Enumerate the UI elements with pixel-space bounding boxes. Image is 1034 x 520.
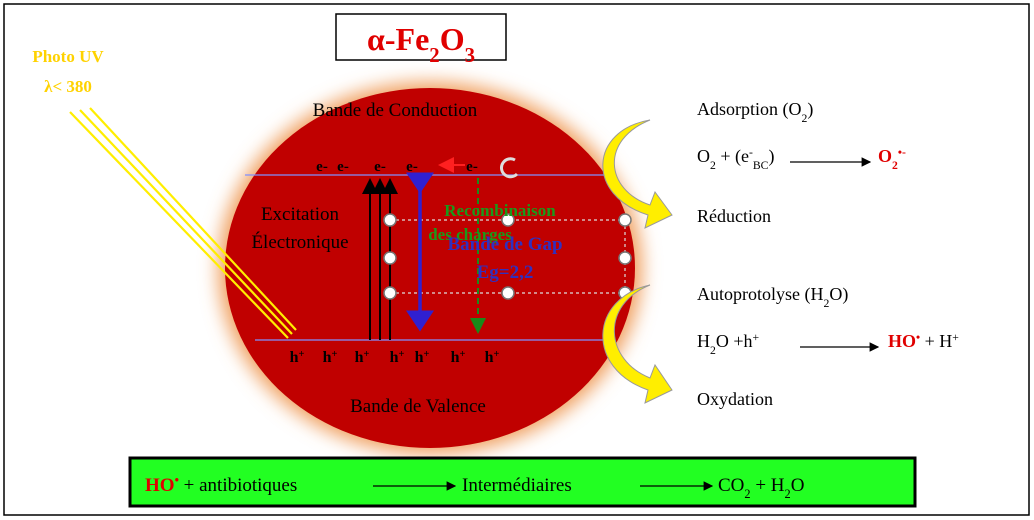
text-run: 2 bbox=[429, 44, 439, 67]
text-run: h bbox=[451, 349, 460, 366]
text-run: h bbox=[390, 349, 399, 366]
hole: h+ bbox=[355, 349, 370, 367]
text-run: + bbox=[363, 349, 369, 360]
hole: h+ bbox=[323, 349, 338, 367]
gap-label: Eg=2,2 bbox=[477, 262, 534, 283]
text-run: + bbox=[423, 349, 429, 360]
title-box bbox=[335, 13, 507, 61]
text-run: CO bbox=[718, 475, 744, 496]
text-run: + bbox=[493, 349, 499, 360]
text-run: h bbox=[355, 349, 364, 366]
frame bbox=[3, 3, 1030, 516]
text-run: HO bbox=[145, 475, 175, 496]
title: α-Fe2O3 bbox=[367, 21, 475, 67]
text-run: Autoprotolyse (H bbox=[697, 284, 823, 305]
text-run: 3 bbox=[465, 44, 475, 67]
text-run: O bbox=[791, 475, 805, 496]
process-label: des charges bbox=[428, 225, 512, 244]
text-run: BC bbox=[753, 159, 769, 172]
curved-arrows bbox=[602, 119, 673, 404]
hole: h+ bbox=[451, 349, 466, 367]
summary-box bbox=[128, 456, 917, 508]
trap-dots bbox=[383, 213, 632, 300]
electron: e- bbox=[466, 159, 478, 175]
band-label: Bande de Valence bbox=[350, 396, 486, 417]
text-run: + bbox=[952, 331, 959, 344]
process-label: Recombinaison bbox=[444, 201, 556, 220]
text-run: ) bbox=[768, 146, 774, 167]
products: O2•- bbox=[878, 146, 906, 172]
text-run: H bbox=[697, 331, 710, 351]
light-label: λ< 380 bbox=[44, 77, 92, 96]
text-run: h bbox=[485, 349, 494, 366]
text-run: Adsorption (O bbox=[697, 99, 802, 120]
text-run: h bbox=[323, 349, 332, 366]
reaction-result: Oxydation bbox=[697, 389, 773, 409]
reactants: H2O +h+ bbox=[697, 331, 760, 357]
products: HO• + H+ bbox=[888, 331, 959, 352]
recycle-icon bbox=[499, 157, 519, 179]
reaction-title: Autoprotolyse (H2O) bbox=[697, 284, 848, 310]
text-run: 2 bbox=[744, 487, 750, 501]
process-label: Excitation bbox=[261, 204, 340, 225]
reaction-arrows bbox=[373, 157, 880, 491]
text-run: O) bbox=[829, 284, 848, 305]
hole: h+ bbox=[415, 349, 430, 367]
text-run: + (e bbox=[716, 146, 749, 167]
reactants: O2 + (e-BC) bbox=[697, 146, 774, 172]
text-run: + antibiotiques bbox=[179, 475, 297, 496]
text-run: • bbox=[175, 473, 179, 487]
text-run: + bbox=[753, 331, 760, 344]
text-run: + bbox=[331, 349, 337, 360]
electron: e- bbox=[316, 159, 328, 175]
text-run: - bbox=[749, 146, 753, 159]
text-run: 2 bbox=[823, 297, 829, 310]
summary-step: CO2 + H2O bbox=[718, 475, 804, 501]
text-run: h bbox=[415, 349, 424, 366]
text-run: O +h bbox=[716, 331, 753, 351]
hole: h+ bbox=[390, 349, 405, 367]
text-run: 2 bbox=[710, 344, 716, 357]
text-run: O bbox=[878, 146, 892, 166]
text-run: 2 bbox=[710, 159, 716, 172]
text-run: 2 bbox=[785, 487, 791, 501]
text-run: + H bbox=[920, 331, 952, 351]
text-run: HO bbox=[888, 331, 916, 351]
text-run: O bbox=[440, 21, 465, 57]
hole: h+ bbox=[485, 349, 500, 367]
band-label: Bande de Conduction bbox=[313, 100, 478, 121]
text-run: + bbox=[298, 349, 304, 360]
summary-step: Intermédiaires bbox=[462, 475, 572, 496]
particle bbox=[225, 88, 635, 448]
text-run: + bbox=[459, 349, 465, 360]
text-run: • bbox=[916, 331, 920, 344]
text-run: ) bbox=[807, 99, 813, 120]
electron: e- bbox=[374, 159, 386, 175]
text-run: α-Fe bbox=[367, 21, 429, 57]
summary-step: HO• + antibiotiques bbox=[145, 473, 297, 496]
reaction-title: Adsorption (O2) bbox=[697, 99, 813, 125]
text-run: 2 bbox=[802, 112, 808, 125]
hole: h+ bbox=[290, 349, 305, 367]
gap-label: Bande de Gap bbox=[447, 234, 562, 255]
electron: e- bbox=[337, 159, 349, 175]
process-label: Électronique bbox=[251, 231, 348, 253]
text-run: + bbox=[398, 349, 404, 360]
text-run: h bbox=[290, 349, 299, 366]
light-label: Photo UV bbox=[32, 47, 104, 66]
text-run: 2 bbox=[892, 159, 898, 172]
reaction-result: Réduction bbox=[697, 206, 771, 226]
text-run: O bbox=[697, 146, 710, 166]
text-run: •- bbox=[898, 146, 906, 159]
text-run: + H bbox=[751, 475, 785, 496]
electron: e- bbox=[406, 159, 418, 175]
text-run: Intermédiaires bbox=[462, 475, 572, 496]
uv-rays bbox=[69, 107, 297, 339]
